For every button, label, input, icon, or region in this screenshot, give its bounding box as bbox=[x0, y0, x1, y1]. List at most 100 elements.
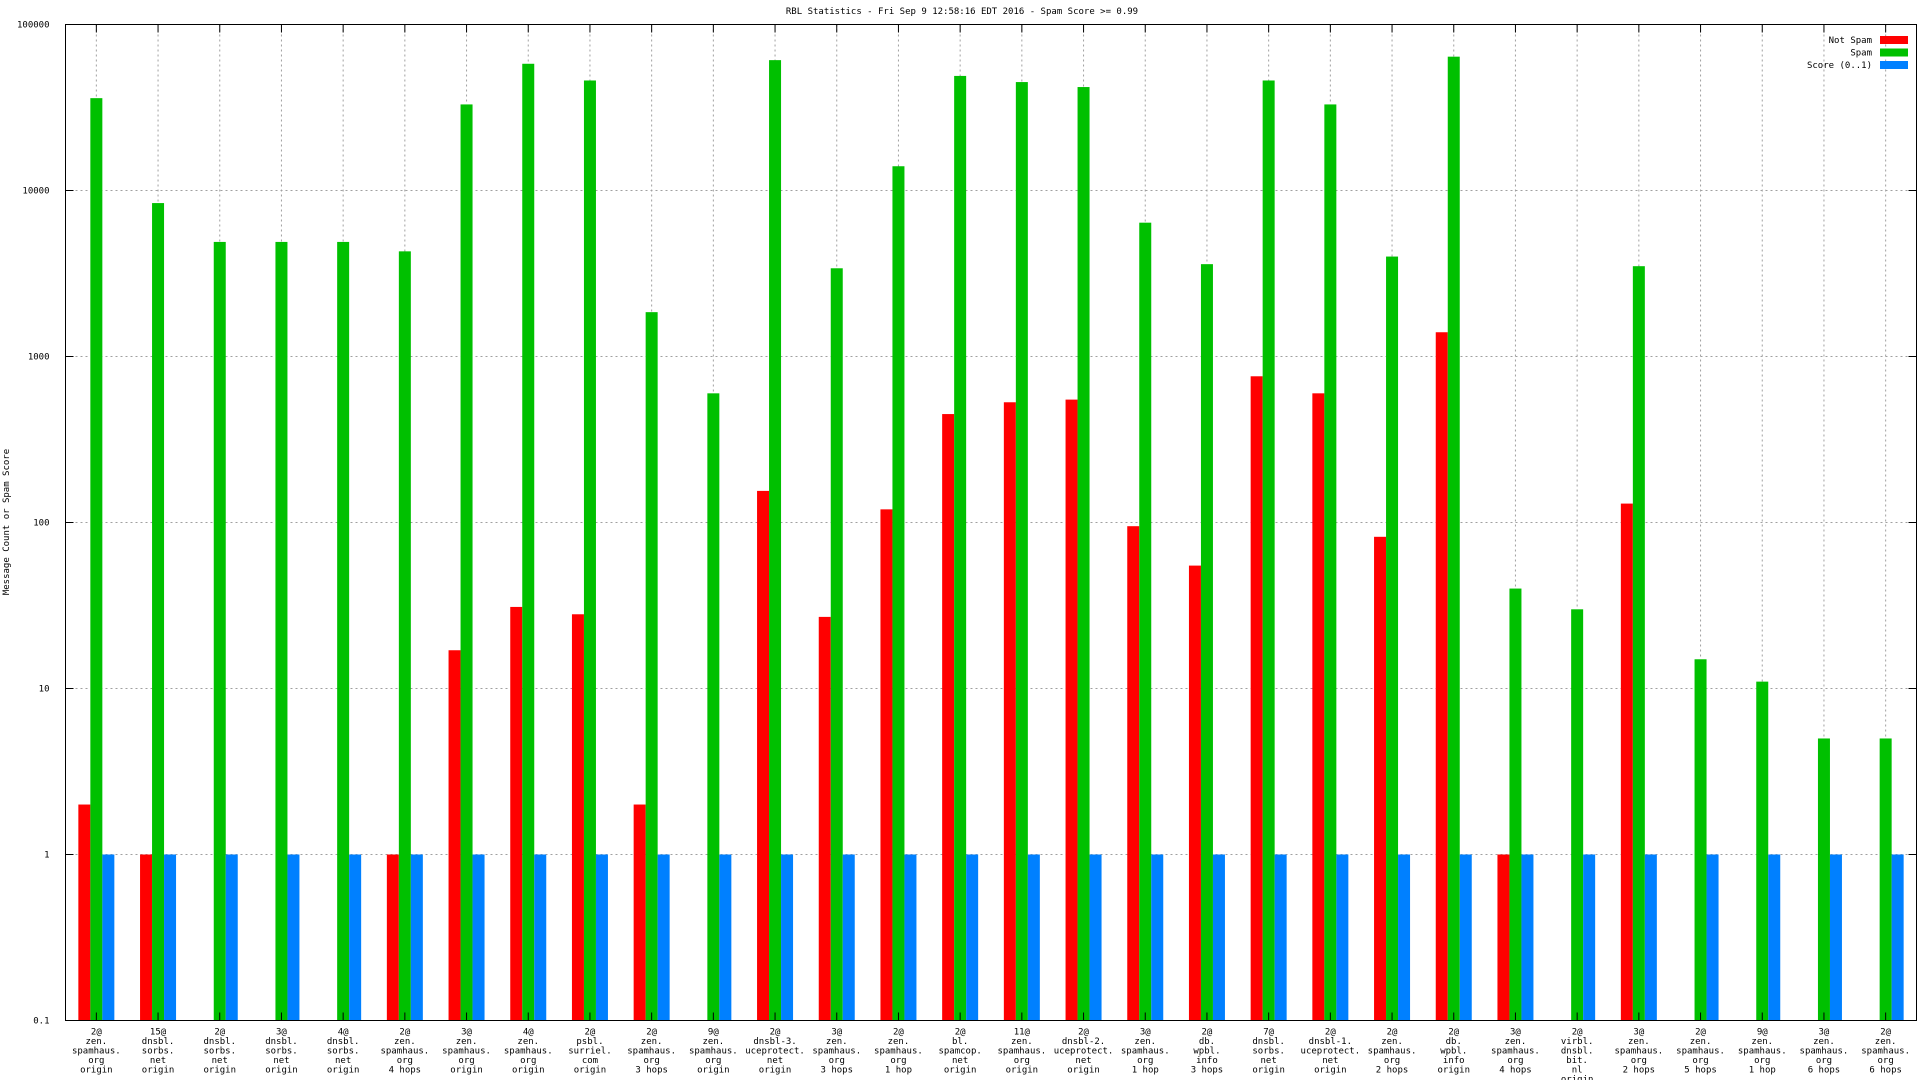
x-tick-label: zen. bbox=[1011, 1037, 1033, 1047]
not-spam-bar bbox=[942, 414, 955, 1021]
x-tick-label: 2@ bbox=[893, 1028, 904, 1038]
x-tick-label: zen. bbox=[517, 1037, 539, 1047]
x-tick-label: 2@ bbox=[91, 1028, 102, 1038]
x-tick-label: spamhaus. bbox=[997, 1047, 1046, 1057]
x-tick-label: 2@ bbox=[585, 1028, 596, 1038]
spam-bar bbox=[275, 241, 288, 1021]
score-bar bbox=[225, 854, 238, 1021]
x-tick-label: dnsbl-1. bbox=[1309, 1037, 1352, 1047]
x-tick-label: 1 hop bbox=[1749, 1066, 1776, 1076]
x-tick-label: 2 hops bbox=[1376, 1066, 1409, 1076]
spam-bar bbox=[1015, 82, 1028, 1021]
not-spam-bar bbox=[1374, 536, 1387, 1021]
not-spam-bar bbox=[386, 854, 399, 1021]
spam-bar bbox=[1447, 56, 1460, 1021]
x-tick-label: org bbox=[458, 1056, 474, 1066]
x-tick-label: 4 hops bbox=[389, 1066, 422, 1076]
legend-label: Spam bbox=[1850, 49, 1872, 59]
x-tick-label: origin bbox=[1437, 1066, 1470, 1076]
score-bar bbox=[410, 854, 423, 1021]
score-bar bbox=[1891, 854, 1904, 1021]
x-tick-label: origin bbox=[697, 1066, 730, 1076]
x-tick-label: 1 hop bbox=[885, 1066, 912, 1076]
x-tick-label: nl bbox=[1572, 1066, 1583, 1076]
spam-bar bbox=[1879, 738, 1892, 1021]
x-tick-label: net bbox=[952, 1056, 968, 1066]
legend-swatch-score bbox=[1880, 61, 1908, 69]
x-tick-label: org bbox=[1631, 1056, 1647, 1066]
x-tick-label: spamhaus. bbox=[380, 1047, 429, 1057]
x-tick-label: org bbox=[705, 1056, 721, 1066]
score-bar bbox=[781, 854, 794, 1021]
x-tick-label: 3@ bbox=[831, 1028, 842, 1038]
chart-title: RBL Statistics - Fri Sep 9 12:58:16 EDT … bbox=[786, 7, 1138, 17]
score-bar bbox=[1459, 854, 1472, 1021]
x-tick-label: spamhaus. bbox=[504, 1047, 553, 1057]
not-spam-bar bbox=[1620, 503, 1633, 1021]
x-tick-label: org bbox=[890, 1056, 906, 1066]
spam-bar bbox=[1571, 609, 1584, 1021]
score-bar bbox=[1521, 854, 1534, 1021]
x-tick-label: 4@ bbox=[338, 1028, 349, 1038]
x-tick-label: org bbox=[520, 1056, 536, 1066]
x-tick-label: origin bbox=[80, 1066, 113, 1076]
x-tick-label: zen. bbox=[1505, 1037, 1527, 1047]
not-spam-bar bbox=[1250, 376, 1263, 1021]
x-tick-label: origin bbox=[1314, 1066, 1347, 1076]
not-spam-bar bbox=[78, 804, 91, 1021]
x-tick-label: 2@ bbox=[1695, 1028, 1706, 1038]
spam-bar bbox=[1694, 659, 1707, 1021]
not-spam-bar bbox=[510, 606, 523, 1021]
x-tick-label: net bbox=[1322, 1056, 1338, 1066]
y-tick-label: 1 bbox=[44, 851, 49, 861]
x-tick-label: spamhaus. bbox=[689, 1047, 738, 1057]
x-tick-label: sorbs. bbox=[142, 1047, 175, 1057]
x-tick-label: 3@ bbox=[461, 1028, 472, 1038]
x-tick-label: org bbox=[829, 1056, 845, 1066]
score-bar bbox=[1274, 854, 1287, 1021]
x-tick-label: spamcop. bbox=[938, 1047, 981, 1057]
score-bar bbox=[1336, 854, 1349, 1021]
spam-bar bbox=[583, 80, 596, 1021]
x-tick-label: spamhaus. bbox=[72, 1047, 121, 1057]
spam-bar bbox=[337, 241, 350, 1021]
not-spam-bar bbox=[757, 490, 770, 1021]
x-tick-label: org bbox=[397, 1056, 413, 1066]
x-tick-label: 3@ bbox=[1633, 1028, 1644, 1038]
x-tick-label: dnsbl. bbox=[1561, 1047, 1594, 1057]
x-tick-label: 2@ bbox=[770, 1028, 781, 1038]
x-tick-label: org bbox=[1507, 1056, 1523, 1066]
x-tick-label: 9@ bbox=[708, 1028, 719, 1038]
x-tick-label: 2@ bbox=[214, 1028, 225, 1038]
legend-swatch-spam bbox=[1880, 48, 1908, 57]
x-tick-label: 15@ bbox=[150, 1028, 167, 1038]
x-tick-label: 6 hops bbox=[1808, 1066, 1841, 1076]
x-tick-label: spamhaus. bbox=[812, 1047, 861, 1057]
y-tick-label: 0.1 bbox=[33, 1017, 49, 1027]
y-tick-label: 10 bbox=[39, 685, 50, 695]
x-tick-label: com bbox=[582, 1056, 598, 1066]
x-tick-label: dnsbl-3. bbox=[753, 1037, 796, 1047]
x-tick-label: 2@ bbox=[646, 1028, 657, 1038]
x-tick-label: zen. bbox=[1813, 1037, 1835, 1047]
score-bar bbox=[472, 854, 485, 1021]
x-tick-label: origin bbox=[1067, 1066, 1100, 1076]
spam-bar bbox=[645, 312, 658, 1021]
x-tick-label: 3 hops bbox=[820, 1066, 853, 1076]
x-tick-label: origin bbox=[265, 1066, 298, 1076]
not-spam-bar bbox=[1065, 399, 1078, 1021]
spam-bar bbox=[830, 268, 843, 1021]
x-tick-label: origin bbox=[450, 1066, 483, 1076]
legend-swatch-not-spam bbox=[1880, 36, 1908, 44]
spam-bar bbox=[1632, 266, 1645, 1021]
spam-bar bbox=[1077, 87, 1090, 1021]
spam-bar bbox=[522, 63, 535, 1021]
x-tick-label: org bbox=[1014, 1056, 1030, 1066]
bars-group bbox=[78, 56, 1904, 1021]
not-spam-bar bbox=[633, 804, 646, 1021]
x-tick-label: 4@ bbox=[523, 1028, 534, 1038]
legend-label: Not Spam bbox=[1829, 36, 1872, 46]
spam-bar bbox=[1262, 80, 1275, 1021]
spam-bar bbox=[1139, 222, 1152, 1021]
x-tick-label: spamhaus. bbox=[1861, 1047, 1910, 1057]
